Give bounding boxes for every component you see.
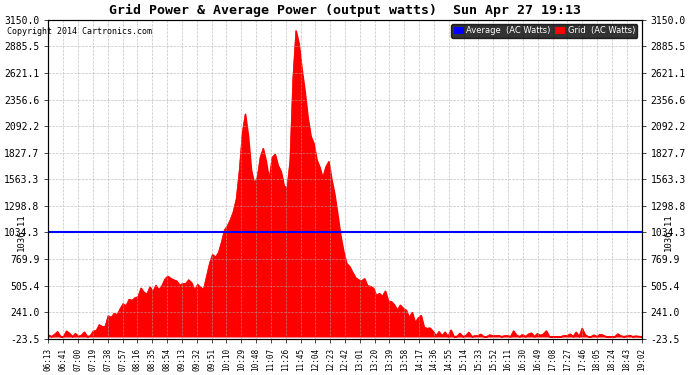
Text: 1036.11: 1036.11 bbox=[664, 213, 673, 251]
Text: 1036.11: 1036.11 bbox=[17, 213, 26, 251]
Text: Copyright 2014 Cartronics.com: Copyright 2014 Cartronics.com bbox=[7, 27, 152, 36]
Legend: Average  (AC Watts), Grid  (AC Watts): Average (AC Watts), Grid (AC Watts) bbox=[451, 24, 638, 38]
Title: Grid Power & Average Power (output watts)  Sun Apr 27 19:13: Grid Power & Average Power (output watts… bbox=[109, 4, 581, 17]
